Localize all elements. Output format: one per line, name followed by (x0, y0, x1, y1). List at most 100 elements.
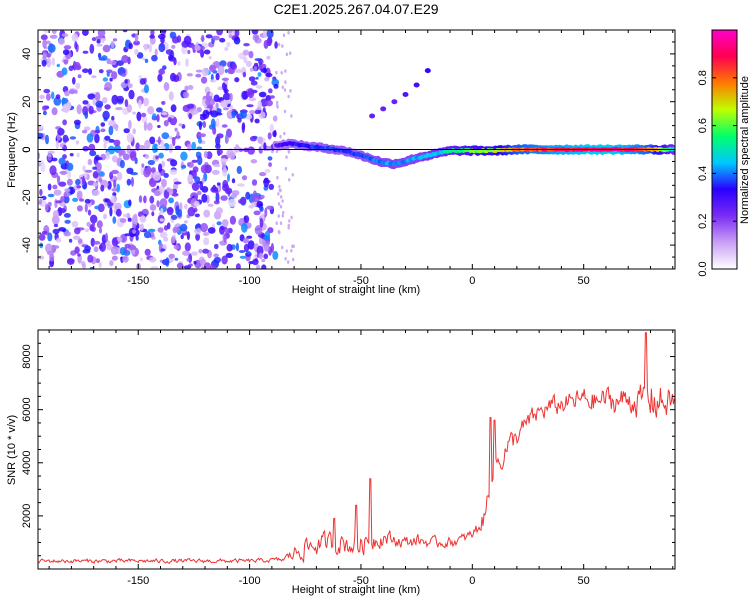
noise-speckle (113, 179, 117, 189)
noise-speckle (215, 102, 219, 109)
noise-speckle (268, 183, 275, 190)
spectrogram-y-tick-label: 40 (21, 48, 33, 60)
noise-speckle (139, 78, 146, 85)
snr-y-tick-label: 4000 (21, 451, 33, 475)
noise-speckle (221, 163, 227, 170)
noise-speckle (104, 104, 111, 110)
noise-speckle (216, 182, 221, 186)
noise-speckle (91, 226, 96, 232)
noise-speckle (111, 169, 119, 175)
noise-speckle (84, 228, 90, 232)
noise-speckle (157, 136, 161, 146)
noise-speckle (174, 127, 178, 132)
noise-speckle (86, 221, 91, 227)
noise-speckle (142, 57, 146, 61)
noise-speckle (166, 222, 171, 230)
noise-speckle (290, 114, 293, 118)
noise-speckle (45, 134, 49, 145)
noise-speckle (237, 183, 245, 187)
spectrogram-panel: -150 -100 -50 0 50 -40 -20 0 20 40 0 Height of st… (6, 29, 676, 296)
noise-speckle (150, 266, 159, 269)
noise-speckle (287, 150, 291, 154)
noise-speckle (221, 77, 229, 82)
noise-speckle (284, 69, 287, 73)
noise-speckle (247, 88, 255, 99)
noise-speckle (77, 253, 81, 257)
noise-speckle (202, 121, 206, 128)
noise-speckle (255, 76, 259, 80)
noise-speckle (100, 37, 107, 42)
noise-speckle (143, 97, 150, 107)
noise-speckle (92, 97, 96, 106)
noise-speckle (176, 130, 180, 140)
noise-speckle (168, 253, 175, 259)
noise-speckle (158, 42, 166, 53)
noise-speckle (63, 137, 70, 142)
noise-speckle (124, 233, 131, 237)
noise-speckle (254, 58, 263, 62)
noise-speckle (98, 227, 103, 234)
noise-speckle (98, 171, 105, 177)
noise-speckle (145, 154, 149, 160)
noise-speckle (95, 157, 103, 161)
noise-speckle (201, 76, 208, 84)
noise-speckle (259, 217, 264, 228)
noise-speckle (265, 72, 273, 78)
noise-speckle (243, 90, 247, 100)
noise-speckle (227, 227, 233, 234)
noise-speckle (104, 81, 113, 92)
noise-speckle (277, 202, 281, 206)
noise-speckle (257, 72, 262, 77)
noise-speckle (42, 39, 47, 49)
noise-speckle (168, 143, 173, 154)
noise-speckle (214, 243, 219, 250)
noise-speckle (193, 260, 197, 265)
noise-speckle (51, 57, 55, 66)
noise-speckle (221, 124, 228, 128)
noise-speckle (224, 227, 229, 234)
noise-speckle (201, 34, 205, 43)
noise-speckle (103, 213, 107, 220)
noise-speckle (149, 204, 157, 211)
noise-speckle (122, 153, 130, 161)
noise-speckle (105, 151, 111, 160)
noise-speckle (96, 220, 103, 229)
noise-speckle (188, 113, 192, 120)
noise-speckle (72, 197, 79, 202)
noise-speckle (49, 253, 55, 262)
noise-speckle (112, 124, 119, 130)
noise-speckle (157, 73, 163, 82)
noise-speckle (47, 154, 52, 158)
noise-speckle (133, 40, 141, 46)
noise-speckle (281, 85, 284, 90)
spectrogram-x-tick-label: -100 (239, 275, 261, 287)
noise-speckle (56, 63, 60, 68)
noise-speckle (62, 119, 67, 126)
noise-speckle (126, 104, 132, 113)
noise-speckle (157, 227, 164, 233)
noise-speckle (287, 94, 290, 99)
noise-speckle (256, 264, 261, 269)
noise-speckle (242, 49, 250, 56)
noise-speckle (280, 71, 283, 75)
noise-speckle (100, 184, 105, 192)
noise-speckle (161, 100, 166, 105)
noise-speckle (224, 83, 228, 94)
noise-speckle (158, 68, 166, 75)
figure-title: C2E1.2025.267.04.07.E29 (273, 1, 438, 17)
noise-speckle (191, 182, 200, 192)
noise-speckle (66, 178, 73, 186)
noise-speckle (60, 195, 65, 202)
noise-speckle (143, 121, 147, 132)
noise-speckle (281, 214, 284, 218)
noise-speckle (285, 52, 289, 57)
noise-speckle (75, 82, 81, 90)
noise-speckle (146, 122, 153, 131)
noise-speckle (87, 93, 96, 100)
noise-speckle (251, 179, 258, 186)
noise-speckle (258, 252, 263, 260)
noise-speckle (283, 109, 287, 114)
noise-speckle (281, 245, 284, 250)
noise-speckle (282, 33, 286, 38)
noise-speckle (213, 163, 221, 168)
